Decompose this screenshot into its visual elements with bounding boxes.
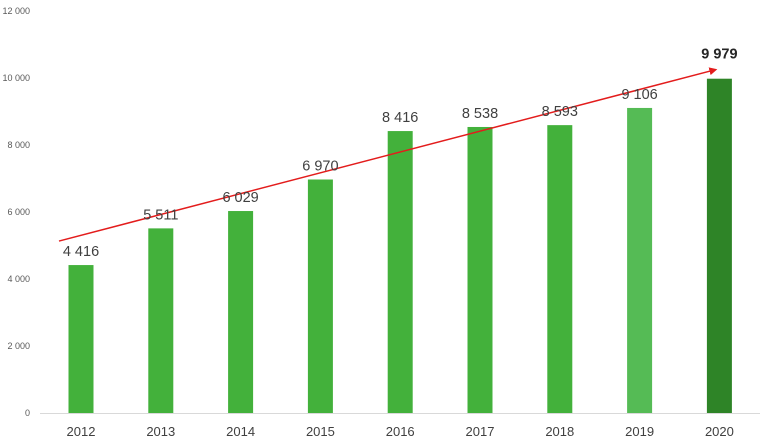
y-tick-label: 10 000 — [2, 73, 30, 83]
y-tick-label: 12 000 — [2, 6, 30, 16]
bar-2014 — [228, 211, 254, 413]
y-tick-label: 0 — [25, 408, 30, 418]
x-tick-label: 2017 — [466, 424, 495, 439]
data-label: 8 416 — [382, 110, 418, 126]
data-label: 4 416 — [63, 244, 99, 260]
bar-2015 — [307, 179, 333, 413]
bar-2016 — [387, 131, 413, 413]
x-tick-label: 2015 — [306, 424, 335, 439]
x-tick-label: 2012 — [67, 424, 96, 439]
data-label: 9 106 — [621, 87, 657, 103]
x-tick-label: 2014 — [226, 424, 255, 439]
y-tick-label: 6 000 — [7, 207, 30, 217]
data-label: 6 970 — [302, 159, 338, 175]
y-tick-label: 8 000 — [7, 140, 30, 150]
data-label: 6 029 — [222, 190, 258, 206]
bar-2012 — [68, 265, 94, 413]
x-tick-label: 2018 — [545, 424, 574, 439]
bar-2018 — [547, 125, 573, 414]
y-axis: 0 2 000 4 000 6 000 8 000 10 000 12 000 — [2, 6, 30, 418]
data-label: 8 538 — [462, 106, 498, 122]
bar-2017 — [467, 126, 493, 414]
x-axis: 2012 2013 2014 2015 2016 2017 2018 2019 2020 — [67, 424, 734, 439]
bar-2019 — [627, 107, 653, 413]
data-labels: 4 416 5 511 6 029 6 970 8 416 8 538 8 593 9 106… — [63, 47, 738, 260]
x-tick-label: 2013 — [146, 424, 175, 439]
bar-2013 — [148, 228, 174, 413]
bar-2020 — [706, 78, 732, 414]
x-tick-label: 2020 — [705, 424, 734, 439]
x-tick-label: 2016 — [386, 424, 415, 439]
y-tick-label: 2 000 — [7, 341, 30, 351]
x-tick-label: 2019 — [625, 424, 654, 439]
y-tick-label: 4 000 — [7, 274, 30, 284]
bars — [68, 78, 732, 414]
data-label: 5 511 — [143, 207, 178, 223]
data-label: 9 979 — [701, 47, 737, 63]
data-label: 8 593 — [542, 104, 578, 120]
trend-arrow — [58, 67, 718, 242]
